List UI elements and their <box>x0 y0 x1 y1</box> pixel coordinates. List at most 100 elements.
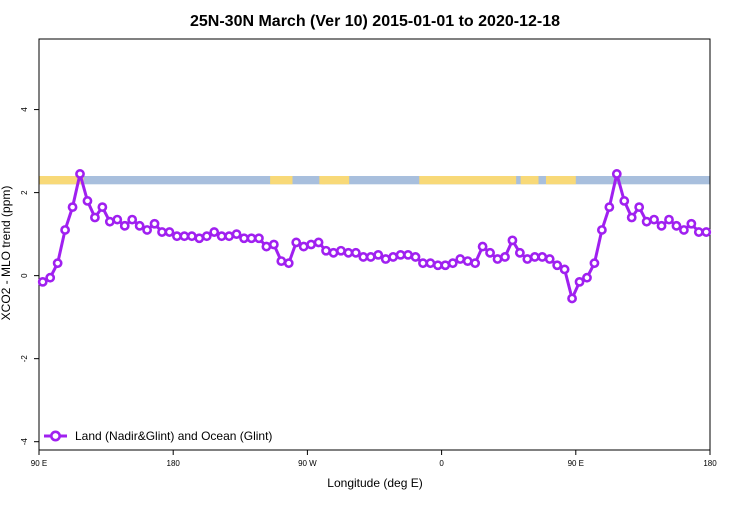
data-point <box>507 235 518 246</box>
data-point <box>388 252 399 262</box>
legend-marker-swatch <box>49 430 61 442</box>
landmask-land <box>270 176 293 185</box>
landmask-land <box>520 176 539 185</box>
data-point <box>395 249 406 260</box>
data-point <box>701 227 712 237</box>
landmask-strip <box>39 176 710 185</box>
data-point <box>186 231 197 242</box>
data-point <box>194 233 205 244</box>
x-tick-label: 180 <box>167 459 181 468</box>
data-point <box>514 247 525 258</box>
x-axis: 90 E 180 90 W 0 90 E 180 <box>31 450 717 468</box>
y-tick-label: -2 <box>20 355 29 363</box>
series-layer <box>37 169 712 304</box>
data-point <box>380 254 391 264</box>
data-point <box>172 231 182 242</box>
data-point <box>582 272 592 283</box>
x-tick-label: 90 W <box>298 459 317 468</box>
data-point <box>52 258 63 269</box>
data-point <box>447 258 458 269</box>
data-point <box>149 218 160 229</box>
y-tick-label: -4 <box>20 438 29 446</box>
landmask-land <box>545 176 576 185</box>
data-point <box>589 258 600 269</box>
data-point <box>686 218 697 229</box>
data-point <box>112 214 123 225</box>
data-point <box>67 202 78 213</box>
data-point <box>410 252 421 262</box>
data-point <box>656 220 667 231</box>
data-point <box>552 260 563 271</box>
data-point <box>522 254 533 264</box>
data-point <box>231 229 242 240</box>
data-point <box>418 258 428 269</box>
data-point <box>567 293 577 304</box>
data-point <box>537 252 548 262</box>
data-point <box>671 220 682 231</box>
data-point <box>373 249 384 260</box>
x-tick-label: 0 <box>439 459 444 468</box>
data-point <box>492 254 503 264</box>
data-point <box>313 237 324 248</box>
data-point <box>321 245 331 256</box>
legend-label: Land (Nadir&Glint) and Ocean (Glint) <box>75 429 272 443</box>
data-point <box>268 239 279 250</box>
data-point <box>440 260 451 271</box>
y-tick-label: 0 <box>20 273 29 278</box>
data-point <box>634 202 645 213</box>
data-point <box>127 214 138 225</box>
data-point <box>336 245 346 256</box>
data-point <box>142 225 153 235</box>
data-point <box>626 212 637 223</box>
data-point <box>619 196 630 206</box>
data-point <box>343 247 354 258</box>
data-point <box>425 258 436 269</box>
data-point <box>104 216 115 227</box>
data-point <box>574 276 585 287</box>
data-point <box>119 220 130 231</box>
plot-frame <box>38 38 711 451</box>
data-point <box>328 247 339 258</box>
data-point <box>679 225 689 235</box>
x-axis-label: Longitude (deg E) <box>327 476 422 490</box>
data-point <box>485 247 495 258</box>
data-point <box>365 252 376 262</box>
data-point <box>37 276 48 287</box>
data-point <box>500 252 510 262</box>
data-point <box>179 231 190 242</box>
data-point <box>90 212 100 223</box>
data-point <box>350 247 361 258</box>
data-point <box>246 233 257 244</box>
y-axis: -4 -2 0 2 4 <box>20 107 39 445</box>
y-axis-label: XCO2 - MLO trend (ppm) <box>0 186 13 321</box>
data-point <box>529 252 540 262</box>
data-point <box>604 202 615 213</box>
data-point <box>596 225 607 235</box>
chart-title: 25N-30N March (Ver 10) 2015-01-01 to 202… <box>190 13 560 30</box>
data-point <box>358 252 369 262</box>
data-point <box>306 239 317 250</box>
data-point <box>254 233 264 244</box>
data-point <box>649 214 659 225</box>
data-point <box>164 227 175 237</box>
landmask-ocean <box>39 176 710 185</box>
data-point <box>261 241 272 252</box>
x-tick-label: 90 E <box>31 459 47 468</box>
data-point <box>209 227 220 237</box>
data-point <box>432 260 443 271</box>
landmask-land <box>322 176 350 185</box>
data-point <box>82 196 93 206</box>
data-point <box>134 220 145 231</box>
data-point <box>611 169 622 179</box>
data-point <box>157 227 167 237</box>
data-point <box>97 202 108 213</box>
data-point <box>75 169 85 179</box>
data-point <box>239 233 249 244</box>
data-point <box>276 256 287 267</box>
data-point <box>45 272 56 283</box>
data-point <box>283 258 294 269</box>
y-tick-label: 4 <box>20 107 29 112</box>
data-point <box>216 231 227 242</box>
y-tick-label: 2 <box>20 190 29 195</box>
landmask-land <box>39 176 84 185</box>
